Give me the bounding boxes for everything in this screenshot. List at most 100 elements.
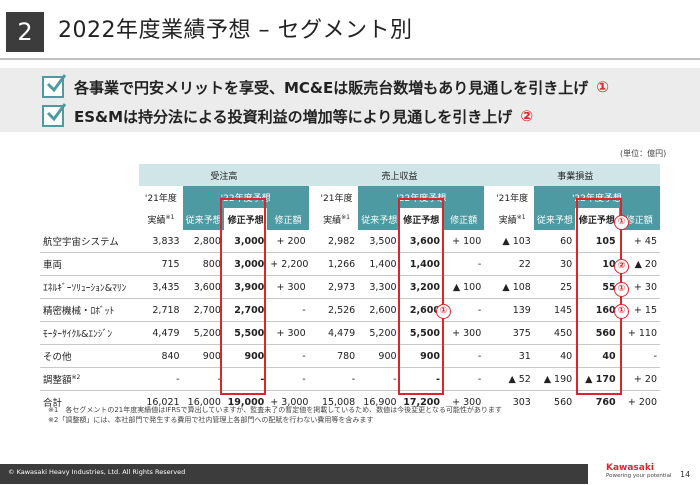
revised-forecast-cell: 105	[575, 230, 619, 253]
mark-circle-1: ①	[614, 215, 629, 230]
segment-name: その他	[40, 344, 140, 368]
segment-name: 車両	[40, 252, 140, 276]
revised-forecast-cell: 10	[575, 252, 619, 276]
table-cell: ▲ 20	[618, 252, 660, 276]
fy22-header: '22年度予想	[358, 186, 485, 208]
table-cell: ▲ 100	[442, 275, 485, 299]
table-cell: -	[442, 344, 485, 368]
revised-forecast-cell: 2,600	[399, 298, 443, 322]
table-cell: + 3,000	[267, 390, 309, 413]
table-cell: 1,400	[358, 252, 400, 276]
table-cell: 3,435	[139, 275, 183, 299]
revised-forecast-cell: 1,400	[399, 252, 443, 276]
segment-name: 合計	[40, 390, 140, 413]
table-cell: + 200	[267, 230, 309, 253]
segment-name: ｴﾈﾙｷﾞｰｿﾘｭｰｼｮﾝ&ﾏﾘﾝ	[40, 275, 140, 299]
table-cell: 2,800	[182, 230, 224, 253]
revised-forecast-cell: 3,200	[399, 275, 443, 299]
table-cell: 4,479	[314, 321, 359, 345]
col-header: 修正額	[442, 208, 485, 230]
table-cell: 16,900	[358, 390, 400, 413]
copyright: © Kawasaki Heavy Industries, Ltd. All Ri…	[8, 468, 186, 476]
table-cell: 145	[533, 298, 576, 322]
table-cell: + 300	[442, 390, 485, 413]
summary-text: ES&Mは持分法による投資利益の増加等により見通しを引き上げ	[74, 107, 513, 126]
revised-forecast-cell: 160	[575, 298, 619, 322]
revised-forecast-cell: 55	[575, 275, 619, 299]
table-cell: -	[618, 344, 660, 368]
table-cell: 60	[533, 230, 576, 253]
summary-item: ES&Mは持分法による投資利益の増加等により見通しを引き上げ ②	[42, 102, 533, 130]
actual-header: 実績※1	[147, 213, 175, 226]
unit-label: (単位：億円)	[620, 149, 667, 158]
revised-forecast-cell: ▲ 170	[575, 367, 619, 391]
table-cell: + 15	[618, 298, 660, 322]
section-number: 2	[6, 12, 44, 52]
table-cell: 2,982	[314, 230, 359, 253]
revised-forecast-cell: 3,900	[223, 275, 268, 299]
table-cell: 375	[490, 321, 534, 345]
col-header: 修正額	[618, 208, 660, 230]
col-header: 従来予想	[533, 208, 576, 230]
summary-text: 各事業で円安メリットを享受、MC&Eは販売台数増もあり見通しを引き上げ	[74, 78, 589, 97]
table-cell: 25	[533, 275, 576, 299]
table-cell: 139	[490, 298, 534, 322]
table-cell: + 300	[442, 321, 485, 345]
table-cell: ▲ 103	[490, 230, 534, 253]
table-cell: 715	[139, 252, 183, 276]
table-cell: 40	[533, 344, 576, 368]
table-row: その他 840 900 900-780 900 900-31 40 40-	[40, 344, 660, 368]
brand-name: Kawasaki	[606, 463, 654, 473]
table-cell: 560	[533, 390, 576, 413]
table-cell: + 200	[618, 390, 660, 413]
group-header: 受注高	[139, 164, 309, 186]
table-cell: 4,479	[139, 321, 183, 345]
table-cell: 22	[490, 252, 534, 276]
revised-forecast-cell: 5,500	[223, 321, 268, 345]
revised-forecast-cell: 17,200	[399, 390, 443, 413]
checkmark-icon	[42, 103, 67, 127]
revised-forecast-cell: 40	[575, 344, 619, 368]
page-title: 2022年度業績予想 – セグメント別	[58, 18, 413, 43]
table-cell: + 45	[618, 230, 660, 253]
group-header: 売上収益	[314, 164, 485, 186]
footnotes: ※1 各セグメントの21年度実績値はIFRSで算出していますが、監査未了の暫定値…	[48, 405, 502, 425]
table-cell: 450	[533, 321, 576, 345]
table-row: 調整額※2- - - - - - - - ▲ 52 ▲ 190 ▲ 170 + 20	[40, 367, 660, 391]
fy21-header: '21年度	[320, 193, 353, 204]
table-cell: 2,700	[182, 298, 224, 322]
table-cell: 5,200	[182, 321, 224, 345]
table-cell: + 300	[267, 321, 309, 345]
table-cell: -	[139, 367, 183, 391]
footer-bar	[0, 464, 588, 484]
table-cell: ▲ 190	[533, 367, 576, 391]
segment-name: 精密機械・ﾛﾎﾞｯﾄ	[40, 298, 140, 322]
table-cell: 16,000	[182, 390, 224, 413]
mark-circle-1: ①	[436, 304, 451, 319]
revised-forecast-cell: 760	[575, 390, 619, 413]
table-cell: -	[267, 367, 309, 391]
table-row: ﾓｰﾀｰｻｲｸﾙ&ｴﾝｼﾞﾝ 4,479 5,200 5,500 + 300 4,479 5…	[40, 321, 660, 345]
table-cell: ▲ 108	[490, 275, 534, 299]
table-cell: -	[442, 252, 485, 276]
segment-forecast-table: 受注高 売上収益 事業損益 '21年度 '22年度予想 '21年度 '22年度予…	[40, 164, 660, 413]
table-cell: -	[267, 298, 309, 322]
footer: © Kawasaki Heavy Industries, Ltd. All Ri…	[0, 460, 700, 485]
table-cell: -	[442, 298, 485, 322]
revised-forecast-cell: 900	[223, 344, 268, 368]
table-cell: 15,008	[314, 390, 359, 413]
table-total-row: 合計 16,021 16,000 19,000 + 3,000 15,008 16,900 1…	[40, 390, 660, 413]
footnote: ※1 各セグメントの21年度実績値はIFRSで算出していますが、監査未了の暫定値…	[48, 406, 502, 414]
revised-forecast-cell: 3,000	[223, 230, 268, 253]
fy21-header: '21年度	[496, 193, 529, 204]
table-row: 車両 715 800 3,000 + 2,200 1,266 1,400 1,400-22 30…	[40, 252, 660, 276]
table-cell: + 30	[618, 275, 660, 299]
table-cell: + 2,200	[267, 252, 309, 276]
table-cell: -	[442, 367, 485, 391]
checkmark-icon	[42, 74, 67, 98]
table-cell: 1,266	[314, 252, 359, 276]
table-cell: -	[314, 367, 359, 391]
table-cell: -	[182, 367, 224, 391]
header-divider	[0, 58, 700, 60]
col-header: 修正額	[267, 208, 309, 230]
